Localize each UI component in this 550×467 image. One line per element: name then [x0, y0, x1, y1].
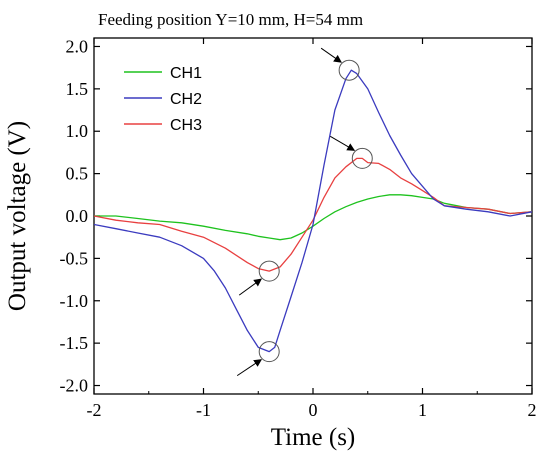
- series-line-ch2: [94, 69, 532, 353]
- annotation-circle: [258, 341, 280, 363]
- y-tick-labels: -2.0 -1.5 -1.0 -0.5 0.0 0.5 1.0 1.5 2.0: [60, 36, 89, 395]
- series-line-ch1: [94, 194, 532, 241]
- y-tick-label: 1.0: [66, 121, 89, 141]
- legend-label-ch1: CH1: [170, 65, 202, 82]
- y-tick-label: -2.0: [60, 376, 89, 396]
- x-tick-label: 0: [309, 400, 318, 420]
- chart-title: Feeding position Y=10 mm, H=54 mm: [98, 10, 363, 29]
- legend: CH1 CH2 CH3: [124, 65, 202, 134]
- y-tick-label: 2.0: [66, 36, 89, 56]
- x-tick-labels: -2 -1 0 1 2: [87, 400, 537, 420]
- annotation-arrow: [330, 135, 356, 151]
- annotation-arrow: [236, 359, 263, 377]
- y-tick-label: 0.0: [66, 206, 89, 226]
- x-tick-label: -1: [196, 400, 211, 420]
- annotation-arrow: [320, 47, 342, 63]
- y-tick-label: -0.5: [60, 248, 89, 268]
- x-axis-label: Time (s): [271, 424, 356, 451]
- x-tick-label: 1: [418, 400, 427, 420]
- annotation-arrow: [238, 278, 263, 296]
- y-tick-label: 0.5: [66, 164, 89, 184]
- x-tick-label: -2: [87, 400, 102, 420]
- legend-label-ch3: CH3: [170, 117, 202, 134]
- annotation-circle: [351, 147, 373, 169]
- annotation-circle: [338, 59, 360, 81]
- y-tick-label: -1.5: [60, 333, 89, 353]
- x-tick-label: 2: [528, 400, 537, 420]
- y-tick-label: 1.5: [66, 79, 89, 99]
- plot-frame: [93, 37, 533, 395]
- series-layer: [94, 69, 532, 353]
- y-axis-label: Output voltage (V): [4, 121, 31, 311]
- legend-label-ch2: CH2: [170, 91, 202, 108]
- annotation-circle: [258, 260, 280, 282]
- annotation-layer: [236, 47, 373, 377]
- series-line-ch3: [94, 157, 532, 272]
- axis-ticks: [93, 38, 533, 394]
- y-tick-label: -1.0: [60, 291, 89, 311]
